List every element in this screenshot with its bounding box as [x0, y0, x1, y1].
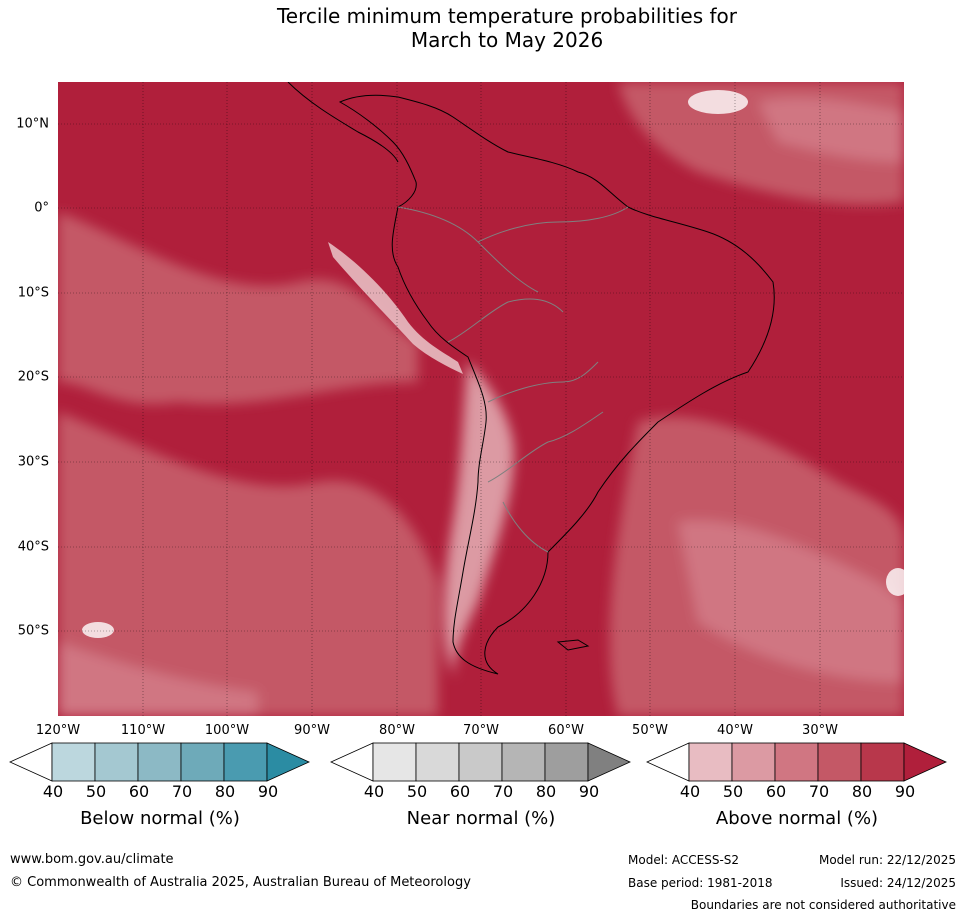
- title-line-2: March to May 2026: [410, 28, 604, 52]
- graticule: [58, 82, 904, 716]
- lon-label-120w: 120°W: [35, 723, 81, 738]
- legend-near-swatch-1: [372, 742, 417, 782]
- legend-above-normal: [646, 742, 948, 782]
- legend-near-normal: [330, 742, 632, 782]
- legend-above-swatch-2: [731, 742, 776, 782]
- andes-strip: [328, 242, 463, 374]
- white-patch-ne: [688, 90, 748, 114]
- legend-near-tick-70: 70: [492, 782, 514, 801]
- legend-below-swatch-3: [137, 742, 182, 782]
- lat-label-10n: 10°N: [16, 116, 49, 132]
- country-borders: [397, 206, 629, 553]
- lat-label-10s: 10°S: [17, 285, 49, 301]
- white-patch-se: [886, 568, 904, 596]
- lon-label-70w: 70°W: [463, 723, 499, 738]
- legend-near-tick-90: 90: [578, 782, 600, 801]
- legend-below-colorbar: [9, 742, 310, 782]
- legend-near-swatch-4: [501, 742, 546, 782]
- legend-below-tick-60: 60: [128, 782, 150, 801]
- model-run-date: Model run: 22/12/2025: [818, 853, 956, 867]
- legend-above-swatch-5: [860, 742, 905, 782]
- legend-near-swatch-0: [330, 742, 374, 782]
- legend-below-swatch-6: [266, 742, 310, 782]
- legend-below-swatch-2: [94, 742, 139, 782]
- legend-below-normal: [9, 742, 311, 782]
- legend-below-title: Below normal (%): [80, 808, 240, 829]
- legend-above-tick-60: 60: [765, 782, 787, 801]
- probability-shading: [58, 82, 904, 716]
- lon-label-90w: 90°W: [294, 723, 330, 738]
- legend-below-swatch-1: [51, 742, 96, 782]
- website-link[interactable]: www.bom.gov.au/climate: [10, 852, 174, 867]
- title-line-1: Tercile minimum temperature probabilitie…: [276, 4, 738, 28]
- legend-near-title: Near normal (%): [406, 808, 556, 829]
- legend-near-swatch-6: [587, 742, 631, 782]
- legend-above-swatch-3: [774, 742, 819, 782]
- lon-label-50w: 50°W: [632, 723, 668, 738]
- legend-above-tick-90: 90: [894, 782, 916, 801]
- legend-near-tick-80: 80: [535, 782, 557, 801]
- legend-above-tick-50: 50: [722, 782, 744, 801]
- legend-near-swatch-2: [415, 742, 460, 782]
- lon-label-110w: 110°W: [120, 723, 166, 738]
- lat-label-20s: 20°S: [17, 369, 49, 385]
- white-patch-sw: [82, 622, 114, 638]
- boundaries-disclaimer: Boundaries are not considered authoritat…: [690, 898, 956, 912]
- legend-above-colorbar: [646, 742, 947, 782]
- legend-near-tick-40: 40: [363, 782, 385, 801]
- legend-below-tick-90: 90: [257, 782, 279, 801]
- base-period: Base period: 1981-2018: [628, 876, 773, 890]
- legend-below-tick-40: 40: [42, 782, 64, 801]
- falklands: [556, 639, 590, 651]
- legend-above-swatch-6: [903, 742, 947, 782]
- legend-above-title: Above normal (%): [715, 808, 879, 829]
- legend-above-tick-70: 70: [808, 782, 830, 801]
- legend-below-tick-70: 70: [171, 782, 193, 801]
- map-canvas: [58, 82, 904, 716]
- legend-above-swatch-4: [817, 742, 862, 782]
- lat-label-0: 0°: [34, 200, 49, 216]
- legend-above-tick-40: 40: [679, 782, 701, 801]
- lat-label-40s: 40°S: [17, 539, 49, 555]
- coastline: [338, 94, 775, 675]
- lon-label-60w: 60°W: [548, 723, 584, 738]
- legend-below-tick-50: 50: [85, 782, 107, 801]
- probability-map: [58, 82, 904, 716]
- legend-near-swatch-3: [458, 742, 503, 782]
- legend-above-swatch-1: [688, 742, 733, 782]
- lon-label-80w: 80°W: [379, 723, 415, 738]
- chart-title: Tercile minimum temperature probabilitie…: [0, 4, 965, 52]
- legend-below-swatch-4: [180, 742, 225, 782]
- lon-label-30w: 30°W: [802, 723, 838, 738]
- legend-near-tick-50: 50: [406, 782, 428, 801]
- lon-label-100w: 100°W: [204, 723, 250, 738]
- legend-near-colorbar: [330, 742, 631, 782]
- legend-near-swatch-5: [544, 742, 589, 782]
- copyright-text: © Commonwealth of Australia 2025, Austra…: [10, 875, 471, 890]
- legend-below-tick-80: 80: [214, 782, 236, 801]
- issued-date: Issued: 24/12/2025: [840, 876, 956, 890]
- lat-label-30s: 30°S: [17, 454, 49, 470]
- lon-label-40w: 40°W: [717, 723, 753, 738]
- lat-label-50s: 50°S: [17, 623, 49, 639]
- legend-below-swatch-0: [9, 742, 53, 782]
- legend-above-swatch-0: [646, 742, 690, 782]
- legend-near-tick-60: 60: [449, 782, 471, 801]
- model-name: Model: ACCESS-S2: [628, 853, 740, 867]
- legend-above-tick-80: 80: [851, 782, 873, 801]
- legend-below-swatch-5: [223, 742, 268, 782]
- central-america-coast: [287, 82, 399, 163]
